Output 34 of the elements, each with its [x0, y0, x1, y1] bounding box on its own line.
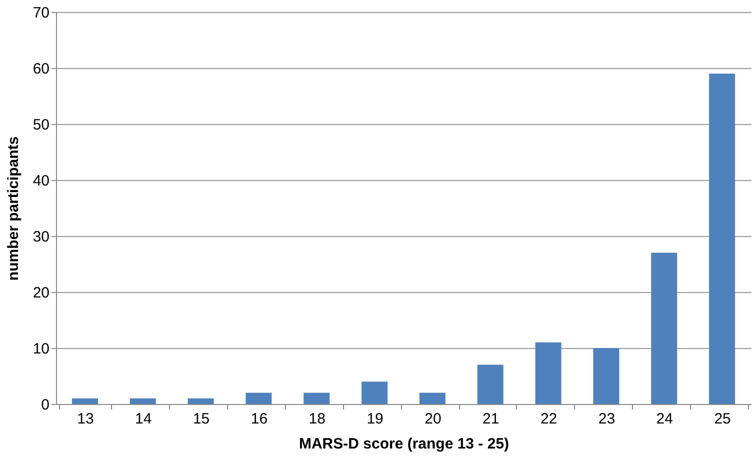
bar: [651, 252, 678, 404]
x-tick-label: 25: [714, 410, 731, 428]
bar: [362, 382, 388, 404]
y-axis-title: number participants: [4, 136, 22, 281]
x-tick-label: 18: [308, 410, 326, 428]
x-tick-label: 13: [77, 410, 94, 428]
x-tick-label: 22: [540, 410, 558, 428]
y-tick-label: 70: [32, 4, 50, 22]
bar: [130, 398, 156, 404]
x-axis-title: MARS-D score (range 13 - 25): [298, 436, 510, 452]
bar: [246, 392, 272, 404]
y-tick-label: 40: [32, 172, 50, 190]
y-tick-label: 0: [41, 396, 50, 414]
bar: [477, 364, 504, 404]
x-tick-label: 16: [250, 410, 268, 428]
x-tick-label: 14: [135, 410, 152, 428]
x-tick-label: 20: [424, 410, 442, 428]
x-tick-label: 24: [656, 410, 673, 428]
y-tick-label: 50: [32, 116, 50, 134]
y-tick-label: 20: [32, 284, 50, 302]
x-tick-label: 23: [598, 410, 616, 428]
bar: [593, 348, 620, 404]
y-tick-label: 30: [32, 228, 50, 246]
x-tick-label: 19: [366, 410, 384, 428]
bar: [304, 392, 330, 404]
bar: [419, 392, 446, 404]
bar: [72, 398, 98, 404]
bar: [709, 74, 736, 404]
y-tick-label: 60: [32, 60, 50, 78]
bar: [535, 342, 562, 404]
bar: [188, 398, 214, 404]
x-tick-label: 21: [482, 410, 500, 428]
x-tick-label: 15: [192, 410, 210, 428]
y-tick-label: 10: [32, 340, 50, 358]
